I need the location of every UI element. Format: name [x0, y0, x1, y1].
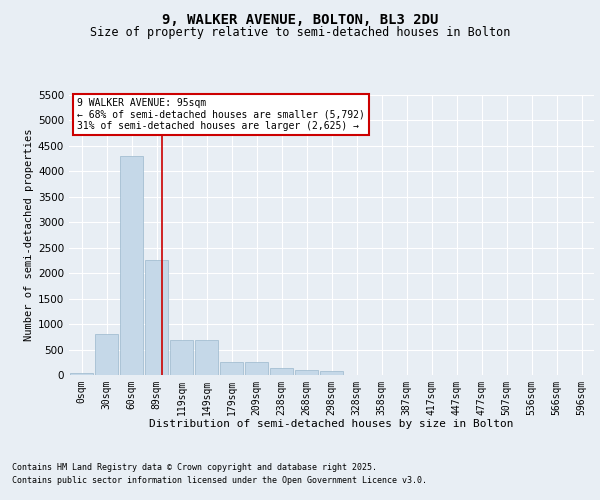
Text: Size of property relative to semi-detached houses in Bolton: Size of property relative to semi-detach…: [90, 26, 510, 39]
Text: 9 WALKER AVENUE: 95sqm
← 68% of semi-detached houses are smaller (5,792)
31% of : 9 WALKER AVENUE: 95sqm ← 68% of semi-det…: [77, 98, 365, 131]
Bar: [320, 372, 343, 375]
Y-axis label: Number of semi-detached properties: Number of semi-detached properties: [24, 128, 34, 341]
Bar: [295, 370, 318, 375]
Text: Contains public sector information licensed under the Open Government Licence v3: Contains public sector information licen…: [12, 476, 427, 485]
Bar: [120, 156, 143, 375]
Bar: [270, 368, 293, 375]
X-axis label: Distribution of semi-detached houses by size in Bolton: Distribution of semi-detached houses by …: [149, 420, 514, 430]
Text: 9, WALKER AVENUE, BOLTON, BL3 2DU: 9, WALKER AVENUE, BOLTON, BL3 2DU: [162, 12, 438, 26]
Bar: [220, 362, 243, 375]
Bar: [170, 340, 193, 375]
Bar: [195, 340, 218, 375]
Bar: [70, 374, 93, 375]
Bar: [245, 362, 268, 375]
Text: Contains HM Land Registry data © Crown copyright and database right 2025.: Contains HM Land Registry data © Crown c…: [12, 464, 377, 472]
Bar: [145, 260, 168, 375]
Bar: [95, 334, 118, 375]
